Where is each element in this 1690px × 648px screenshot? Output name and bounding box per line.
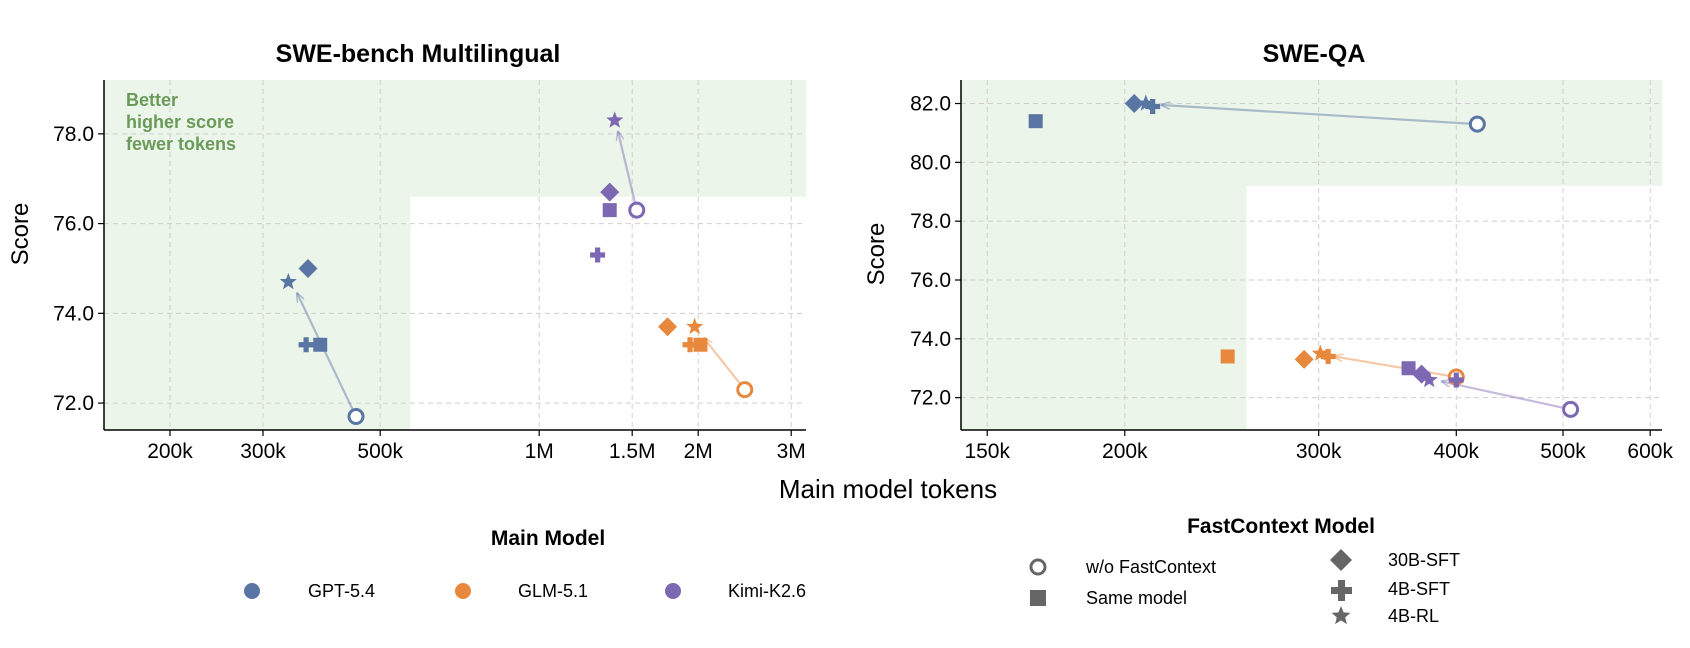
improvement-arrow xyxy=(618,132,638,211)
x-tick-label: 3M xyxy=(777,440,806,463)
x-tick-label: 1M xyxy=(525,440,554,463)
better-region-score xyxy=(410,80,806,197)
legend-square-icon xyxy=(1030,590,1046,606)
point-star xyxy=(1137,94,1155,111)
legend-diamond-icon xyxy=(1330,549,1352,571)
panel-swe-bench-multilingual: 200k 300k 500k 1M 1.5M 2M 3M 72.0 74.0 76.0 78.0 S… xyxy=(7,40,806,463)
better-region-score xyxy=(1246,80,1662,186)
point-diamond xyxy=(298,258,318,278)
x-tick-label: 500k xyxy=(357,440,403,463)
point-square xyxy=(1028,114,1043,129)
legend-dot-glm xyxy=(455,583,471,599)
point-star xyxy=(606,111,624,128)
legend-label: 4B-SFT xyxy=(1388,579,1450,599)
x-axis-label: Main model tokens xyxy=(779,474,997,504)
legend-label: GPT-5.4 xyxy=(308,581,375,601)
point-star xyxy=(279,272,297,290)
point-hollow-circle xyxy=(1562,400,1580,418)
point-diamond xyxy=(600,182,620,202)
y-tick-label: 72.0 xyxy=(53,392,94,415)
y-tick-label: 78.0 xyxy=(53,123,94,146)
point-hollow-circle xyxy=(736,381,754,399)
y-tick-label: 74.0 xyxy=(910,328,951,351)
y-tick-label: 74.0 xyxy=(53,302,94,325)
improvement-arrow xyxy=(1334,356,1457,379)
x-tick-label: 300k xyxy=(240,440,286,463)
x-tick-label: 400k xyxy=(1434,440,1480,463)
point-diamond xyxy=(1124,94,1144,114)
better-text-line: Better xyxy=(126,90,178,110)
better-region-token xyxy=(104,80,411,430)
x-tick-label: 500k xyxy=(1540,440,1586,463)
chart-title: SWE-QA xyxy=(1263,40,1366,68)
y-axis-label: Score xyxy=(7,203,34,266)
point-hollow-circle xyxy=(347,408,365,426)
point-square xyxy=(602,203,617,218)
improvement-arrow xyxy=(1162,105,1478,126)
point-plus xyxy=(1145,98,1161,114)
legend-label: GLM-5.1 xyxy=(518,581,588,601)
legend-label: 30B-SFT xyxy=(1388,550,1460,570)
legend-star-icon xyxy=(1331,606,1351,625)
point-star xyxy=(686,317,704,335)
better-region-token xyxy=(961,80,1247,430)
point-hollow-circle xyxy=(628,201,646,219)
chart-title: SWE-bench Multilingual xyxy=(276,40,561,68)
point-diamond xyxy=(1294,349,1314,369)
panel-swe-qa: 150k 200k 300k 400k 500k 600k 72.0 74.0 76.0 78.0… xyxy=(863,40,1673,463)
point-hollow-circle xyxy=(1468,115,1486,133)
legend-label: 4B-RL xyxy=(1388,606,1439,626)
legend-hollow-circle-icon xyxy=(1029,558,1047,576)
x-tick-label: 200k xyxy=(1102,440,1148,463)
point-square xyxy=(1401,361,1416,376)
x-tick-label: 300k xyxy=(1296,440,1342,463)
improvement-arrow xyxy=(1442,381,1571,411)
point-star xyxy=(1420,371,1438,388)
better-text-line: higher score xyxy=(126,112,234,132)
improvement-arrow xyxy=(704,338,746,391)
y-tick-label: 76.0 xyxy=(53,213,94,236)
y-tick-label: 72.0 xyxy=(910,387,951,410)
legend-label: Kimi-K2.6 xyxy=(728,581,806,601)
point-square xyxy=(693,337,708,352)
point-diamond xyxy=(658,317,678,337)
point-plus xyxy=(298,337,314,353)
x-tick-label: 1.5M xyxy=(609,440,656,463)
legend-dot-kimi xyxy=(665,583,681,599)
legend-main-model: Main Model GPT-5.4 GLM-5.1 Kimi-K2.6 xyxy=(244,527,806,601)
x-tick-label: 150k xyxy=(964,440,1010,463)
point-plus xyxy=(682,337,698,353)
better-annotation: Better higher score fewer tokens xyxy=(126,90,236,154)
improvement-arrow xyxy=(297,293,358,418)
x-tick-label: 200k xyxy=(147,440,193,463)
legend-label: Same model xyxy=(1086,588,1187,608)
x-tick-label: 600k xyxy=(1627,440,1673,463)
y-tick-label: 80.0 xyxy=(910,151,951,174)
x-tick-label: 2M xyxy=(684,440,713,463)
point-star xyxy=(1311,344,1329,361)
legend-fastcontext-model: FastContext Model w/o FastContext Same m… xyxy=(1029,515,1460,626)
better-text-line: fewer tokens xyxy=(126,134,236,154)
y-tick-label: 76.0 xyxy=(910,269,951,292)
legend-plus-icon xyxy=(1331,580,1352,601)
legend-title: Main Model xyxy=(491,527,605,550)
y-tick-label: 82.0 xyxy=(910,93,951,116)
point-plus xyxy=(1448,372,1464,388)
point-square xyxy=(313,337,328,352)
y-tick-label: 78.0 xyxy=(910,210,951,233)
point-plus xyxy=(590,247,606,263)
point-square xyxy=(1220,349,1235,364)
y-axis-label: Score xyxy=(863,223,890,286)
legend-title: FastContext Model xyxy=(1187,515,1375,538)
legend-dot-gpt xyxy=(244,583,260,599)
legend-label: w/o FastContext xyxy=(1085,557,1216,577)
point-plus xyxy=(1320,348,1336,364)
